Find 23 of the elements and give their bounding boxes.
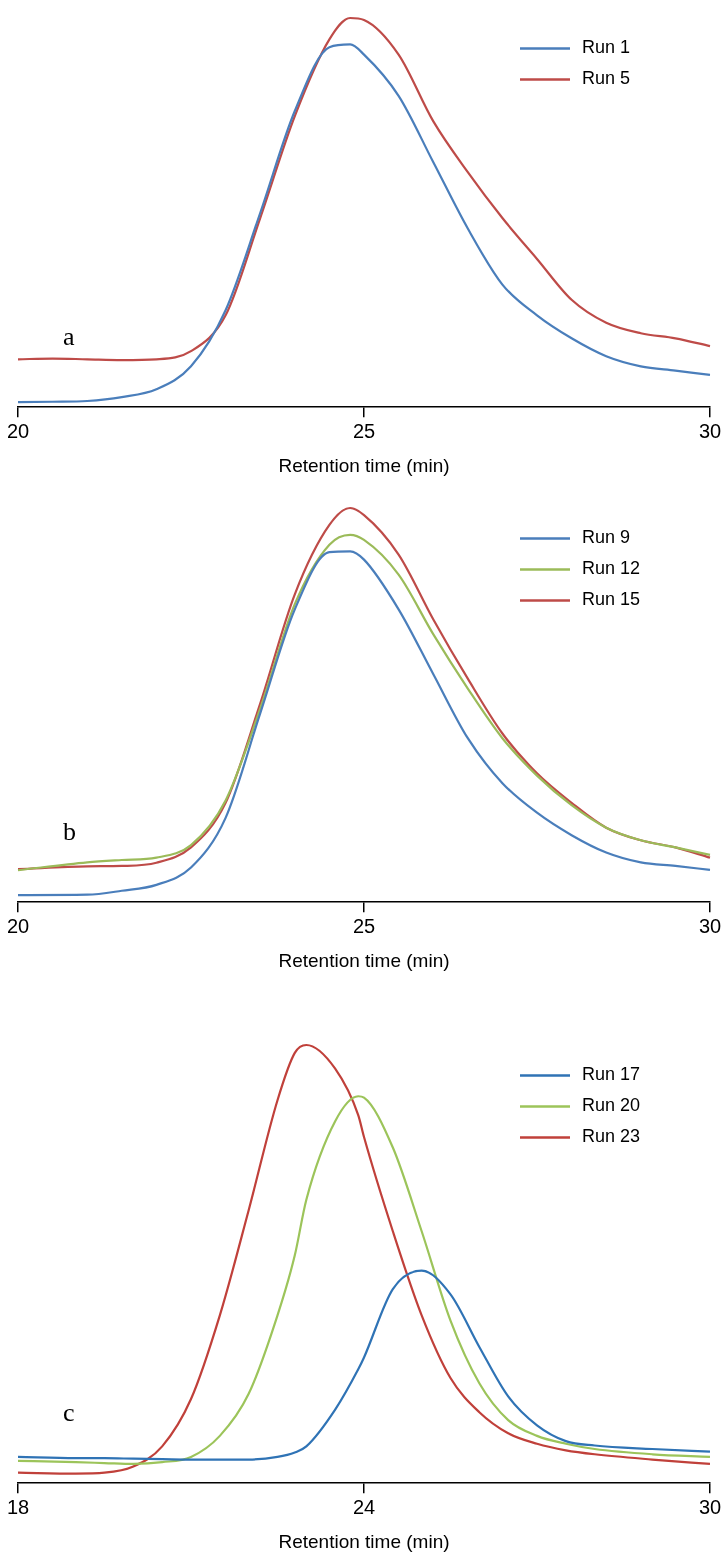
x-axis-title: Retention time (min) — [278, 1530, 450, 1552]
annotation: a — [63, 322, 75, 352]
x-tick-label: 30 — [698, 914, 722, 937]
x-tick-label: 24 — [352, 1495, 376, 1518]
legend-label: Run 20 — [582, 1095, 641, 1116]
x-tick-label: 20 — [6, 419, 30, 442]
annotation: c — [63, 1398, 75, 1428]
x-tick-label: 25 — [352, 914, 376, 937]
x-tick-label: 25 — [352, 419, 376, 442]
legend-label: Run 17 — [582, 1064, 641, 1085]
annotation: b — [63, 817, 76, 847]
x-tick-label: 20 — [6, 914, 30, 937]
x-tick-label: 30 — [698, 419, 722, 442]
legend-label: Run 9 — [582, 527, 631, 548]
x-axis-title: Retention time (min) — [278, 949, 450, 971]
legend-label: Run 12 — [582, 558, 641, 579]
legend-label: Run 23 — [582, 1126, 641, 1147]
legend-label: Run 5 — [582, 68, 631, 89]
x-axis-title: Retention time (min) — [278, 454, 450, 476]
legend-label: Run 15 — [582, 589, 641, 610]
x-tick-label: 30 — [698, 1495, 722, 1518]
legend-label: Run 1 — [582, 37, 631, 58]
x-tick-label: 18 — [6, 1495, 30, 1518]
